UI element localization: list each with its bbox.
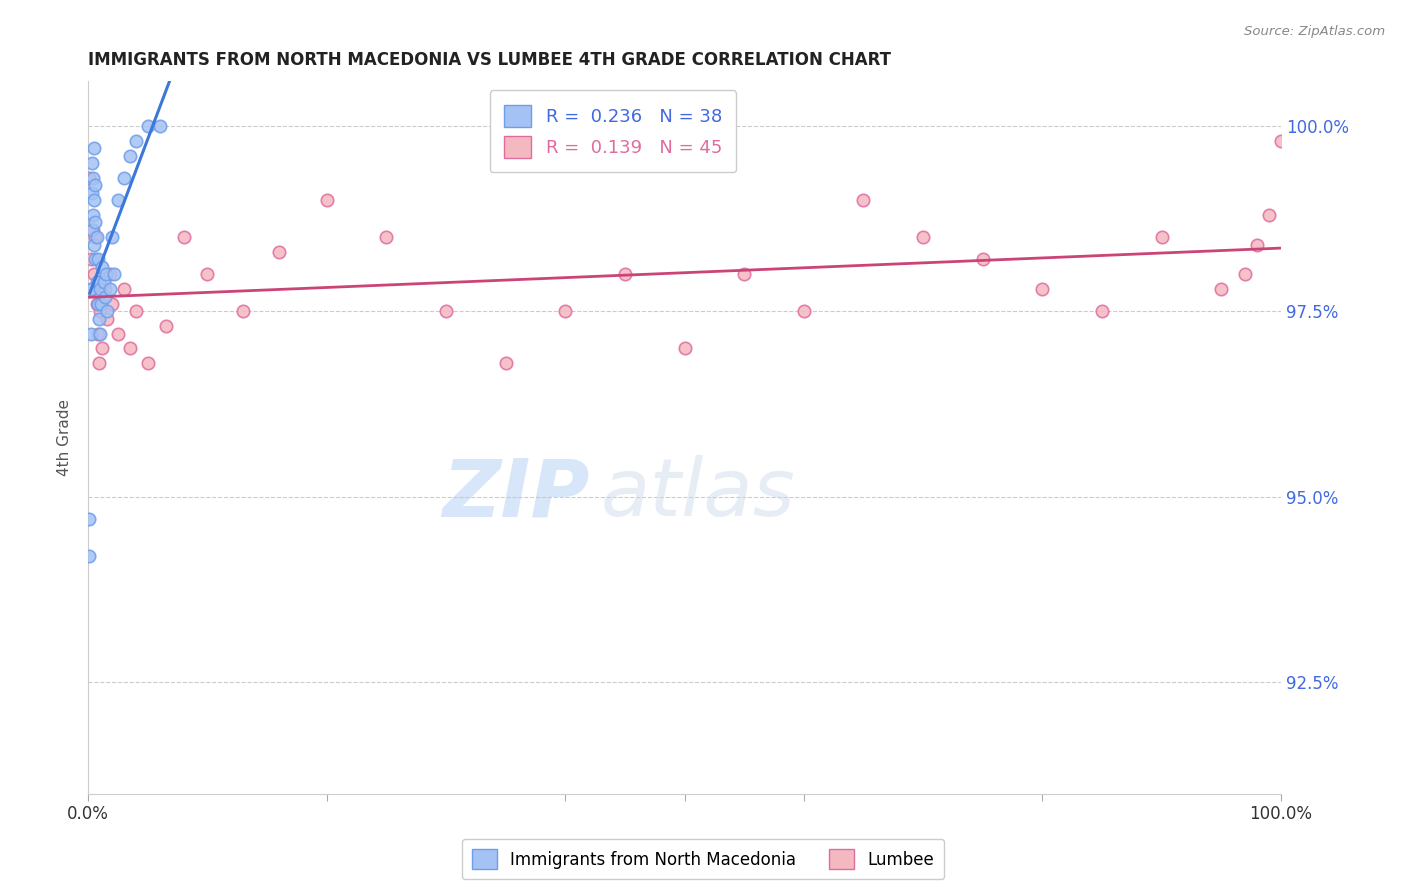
Point [84, 215, 107, 229]
Point [1246, 237, 1268, 252]
Point [86, 252, 108, 267]
Point [1270, 134, 1292, 148]
Point [267, 245, 290, 260]
Point [554, 304, 576, 318]
Legend: Immigrants from North Macedonia, Lumbee: Immigrants from North Macedonia, Lumbee [461, 838, 945, 880]
Point [1211, 282, 1233, 296]
Point [232, 304, 254, 318]
Point [107, 193, 129, 207]
Point [912, 230, 935, 244]
Point [98, 267, 121, 281]
Point [83, 193, 105, 207]
Point [84, 230, 107, 244]
Point [673, 342, 696, 356]
Point [733, 267, 755, 281]
Point [375, 230, 398, 244]
Point [79, 170, 101, 185]
Point [79, 326, 101, 341]
Point [101, 297, 124, 311]
Point [82, 170, 104, 185]
Point [101, 230, 124, 244]
Point [434, 304, 457, 318]
Point [91, 342, 114, 356]
Point [93, 275, 115, 289]
Point [94, 267, 117, 281]
Point [118, 342, 141, 356]
Point [149, 119, 172, 133]
Point [125, 304, 148, 318]
Point [80, 223, 103, 237]
Point [87, 356, 110, 370]
Point [80, 156, 103, 170]
Point [118, 148, 141, 162]
Point [98, 282, 121, 296]
Point [83, 267, 105, 281]
Point [89, 282, 111, 296]
Point [197, 267, 219, 281]
Point [173, 230, 195, 244]
Point [94, 282, 117, 296]
Point [136, 119, 159, 133]
Point [87, 275, 110, 289]
Point [1031, 282, 1053, 296]
Point [613, 267, 636, 281]
Point [90, 297, 112, 311]
Point [79, 252, 101, 267]
Point [86, 326, 108, 341]
Point [83, 141, 105, 155]
Text: Source: ZipAtlas.com: Source: ZipAtlas.com [1244, 25, 1385, 38]
Point [89, 326, 111, 341]
Point [1091, 304, 1114, 318]
Text: ZIP: ZIP [441, 456, 589, 533]
Point [112, 282, 135, 296]
Point [495, 356, 517, 370]
Point [125, 134, 148, 148]
Legend: R =  0.236   N = 38, R =  0.139   N = 45: R = 0.236 N = 38, R = 0.139 N = 45 [489, 90, 737, 172]
Point [112, 170, 135, 185]
Point [315, 193, 337, 207]
Point [83, 237, 105, 252]
Point [1234, 267, 1257, 281]
Point [86, 297, 108, 311]
Point [136, 356, 159, 370]
Point [94, 289, 117, 303]
Point [96, 304, 118, 318]
Point [89, 304, 111, 318]
Point [86, 230, 108, 244]
Text: atlas: atlas [600, 456, 796, 533]
Point [80, 282, 103, 296]
Point [84, 178, 107, 193]
Point [155, 319, 177, 334]
Point [96, 311, 118, 326]
Point [87, 311, 110, 326]
Point [1150, 230, 1173, 244]
Point [103, 267, 125, 281]
Point [79, 512, 101, 526]
Point [82, 208, 104, 222]
Point [86, 275, 108, 289]
Point [107, 326, 129, 341]
Point [793, 304, 815, 318]
Point [852, 193, 875, 207]
Point [79, 282, 101, 296]
Point [79, 549, 101, 564]
Point [80, 186, 103, 200]
Point [1258, 208, 1281, 222]
Point [972, 252, 994, 267]
Point [82, 223, 104, 237]
Point [84, 252, 107, 267]
Point [86, 297, 108, 311]
Y-axis label: 4th Grade: 4th Grade [58, 399, 72, 476]
Text: IMMIGRANTS FROM NORTH MACEDONIA VS LUMBEE 4TH GRADE CORRELATION CHART: IMMIGRANTS FROM NORTH MACEDONIA VS LUMBE… [89, 51, 891, 69]
Point [91, 260, 114, 274]
